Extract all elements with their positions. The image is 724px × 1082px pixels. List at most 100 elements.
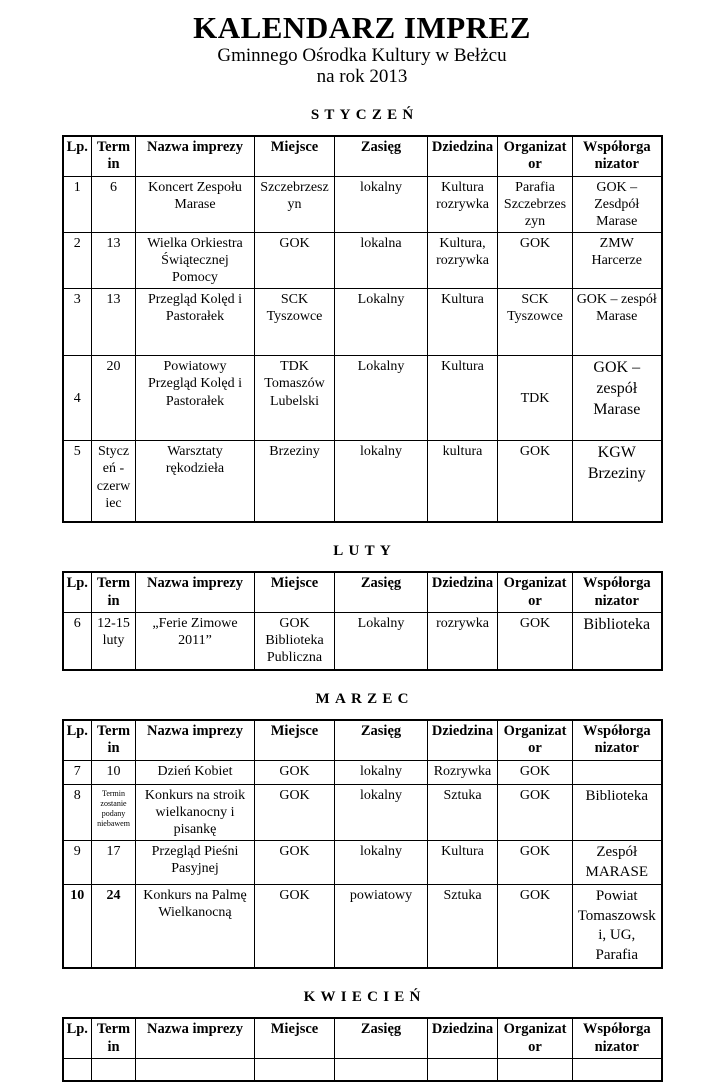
- table-row: 2 13 Wielka Orkiestra Świątecznej Pomocy GO…: [62, 232, 662, 290]
- month-heading-kwiecien: KWIECIEŃ: [303, 989, 426, 1006]
- table-cell: 13: [91, 288, 136, 357]
- table-cell: GOK: [497, 884, 573, 969]
- table-cell: Konkurs na stroik wielkanocny i pisankę: [135, 783, 255, 842]
- table-cell: [572, 1058, 662, 1082]
- table-cell: 6: [62, 612, 92, 670]
- section-styczen: STYCZEŃ Lp. Termin Nazwa imprezy Miejsce Zas…: [0, 107, 724, 523]
- table-cell: GOK: [254, 783, 335, 842]
- column-header: Lp.: [62, 719, 92, 761]
- table-cell: Lokalny: [334, 612, 428, 670]
- document-page: KALENDARZ IMPREZ Gminnego Ośrodka Kultur…: [0, 11, 724, 1082]
- column-header: Dziedzina: [427, 571, 498, 614]
- table-cell: Kultura, rozrywka: [427, 232, 498, 290]
- table-cell: Powiatowy Przegląd Kolęd i Pastorałek: [135, 355, 255, 442]
- table-cell: 12-15 luty: [91, 612, 136, 670]
- table-cell: Przegląd Kolęd i Pastorałek: [135, 288, 255, 357]
- table-cell: GOK: [497, 612, 573, 670]
- column-header: Lp.: [62, 135, 92, 177]
- table-cell: [62, 1058, 92, 1082]
- table-cell: Biblioteka: [572, 612, 662, 670]
- table-cell: 10: [62, 884, 92, 969]
- column-header: Organizator: [497, 1017, 573, 1060]
- column-header: Miejsce: [254, 1017, 335, 1060]
- table-cell: GOK – zespół Marase: [572, 355, 662, 442]
- table-row: 9 17 Przegląd Pieśni Pasyjnej GOK lokalny Kul…: [62, 840, 662, 886]
- column-header: Organizator: [497, 135, 573, 177]
- column-header: Zasięg: [334, 1017, 428, 1060]
- column-header: Zasięg: [334, 135, 428, 177]
- table-cell: kultura: [427, 440, 498, 523]
- table-cell: [572, 759, 662, 785]
- table-cell: „Ferie Zimowe 2011”: [135, 612, 255, 670]
- section-luty: LUTY Lp. Termin Nazwa imprezy Miejsce Zasięg…: [0, 543, 724, 671]
- table-cell: 5: [62, 440, 92, 523]
- table-cell: 3: [62, 288, 92, 357]
- table-cell: GOK: [254, 840, 335, 886]
- column-header: Miejsce: [254, 135, 335, 177]
- column-header: Dziedzina: [427, 135, 498, 177]
- table-cell: lokalny: [334, 783, 428, 842]
- table-cell: TDK Tomaszów Lubelski: [254, 355, 335, 442]
- table-row: [62, 1058, 662, 1082]
- table-cell: powiatowy: [334, 884, 428, 969]
- table-cell: [427, 1058, 498, 1082]
- table-cell: [135, 1058, 255, 1082]
- table-cell: GOK Biblioteka Publiczna: [254, 612, 335, 670]
- events-table-styczen: Lp. Termin Nazwa imprezy Miejsce Zasięg Dzied…: [61, 134, 663, 523]
- column-header: Termin: [91, 719, 136, 761]
- table-cell: GOK: [254, 232, 335, 290]
- section-marzec: MARZEC Lp. Termin Nazwa imprezy Miejsce Zasi…: [0, 691, 724, 970]
- table-cell: GOK: [254, 759, 335, 785]
- table-cell: GOK: [497, 440, 573, 523]
- column-header: Współorga nizator: [572, 719, 662, 761]
- events-table-luty: Lp. Termin Nazwa imprezy Miejsce Zasięg Dzied…: [61, 570, 663, 671]
- table-cell: Warsztaty rękodzieła: [135, 440, 255, 523]
- table-cell: Kultura rozrywka: [427, 175, 498, 234]
- table-cell: GOK: [254, 884, 335, 969]
- table-cell: Brzeziny: [254, 440, 335, 523]
- column-header: Termin: [91, 571, 136, 614]
- column-header: Zasięg: [334, 719, 428, 761]
- month-heading-styczen: STYCZEŃ: [310, 106, 419, 123]
- table-cell: [334, 1058, 428, 1082]
- table-row: 7 10 Dzień Kobiet GOK lokalny Rozrywka GOK: [62, 759, 662, 785]
- events-table-marzec: Lp. Termin Nazwa imprezy Miejsce Zasięg Dzied…: [61, 718, 663, 970]
- table-cell: Powiat Tomaszowski, UG, Parafia: [572, 884, 662, 969]
- column-header: Nazwa imprezy: [135, 135, 255, 177]
- table-row: 5 Styczeń -czerwiec Warsztaty rękodzieła Br…: [62, 440, 662, 523]
- table-cell: Sztuka: [427, 884, 498, 969]
- table-cell: 20: [91, 355, 136, 442]
- table-cell: Parafia Szczebrzeszyn: [497, 175, 573, 234]
- table-row: 3 13 Przegląd Kolęd i Pastorałek SCK Tyszow…: [62, 288, 662, 357]
- table-cell: 2: [62, 232, 92, 290]
- table-cell: Styczeń -czerwiec: [91, 440, 136, 523]
- column-header: Nazwa imprezy: [135, 719, 255, 761]
- column-header: Dziedzina: [427, 719, 498, 761]
- table-cell: [254, 1058, 335, 1082]
- table-cell: Kultura: [427, 355, 498, 442]
- column-header: Organizator: [497, 571, 573, 614]
- table-cell: GOK: [497, 232, 573, 290]
- table-cell: 4: [62, 355, 92, 442]
- table-cell: GOK – Zesdpół Marase: [572, 175, 662, 234]
- table-cell: Sztuka: [427, 783, 498, 842]
- table-cell: 6: [91, 175, 136, 234]
- table-cell: 17: [91, 840, 136, 886]
- table-cell: lokalny: [334, 440, 428, 523]
- table-cell: Kultura: [427, 288, 498, 357]
- table-cell: Koncert Zespołu Marase: [135, 175, 255, 234]
- table-cell: Biblioteka: [572, 783, 662, 842]
- column-header: Lp.: [62, 571, 92, 614]
- table-cell: lokalny: [334, 840, 428, 886]
- column-header: Termin: [91, 135, 136, 177]
- table-cell: Zespół MARASE: [572, 840, 662, 886]
- table-cell: KGW Brzeziny: [572, 440, 662, 523]
- document-subtitle-line2: na rok 2013: [316, 65, 408, 87]
- table-cell: Lokalny: [334, 355, 428, 442]
- table-cell: Rozrywka: [427, 759, 498, 785]
- table-cell: Wielka Orkiestra Świątecznej Pomocy: [135, 232, 255, 290]
- table-cell: 1: [62, 175, 92, 234]
- table-row: 6 12-15 luty „Ferie Zimowe 2011” GOK Biblio…: [62, 612, 662, 670]
- table-cell: [91, 1058, 136, 1082]
- table-cell: SCK Tyszowce: [254, 288, 335, 357]
